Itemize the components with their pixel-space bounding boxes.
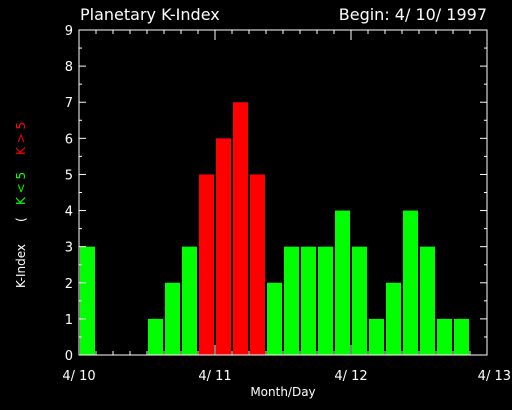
bar-6 [182,246,197,355]
ticks-group: 0 1 2 3 4 5 6 7 8 9 4/ 10 4/ 11 4/ 12 4/ 13 [62,24,511,384]
bar-0 [80,246,95,355]
x-tick-label-1: 4/ 11 [198,369,231,384]
legend-high: K > 5 [14,122,28,155]
y-tick-label-0: 0 [65,349,73,364]
bar-12 [284,246,299,355]
y-axis-legend: K-Index ( K < 5 K > 5 [14,122,28,288]
bars-group [80,102,469,355]
bar-13 [301,246,316,355]
bar-4 [148,318,163,355]
bar-16 [352,246,367,355]
bar-11 [267,282,282,355]
y-tick-label-8: 8 [65,60,73,75]
bar-19 [403,210,418,355]
x-axis-label: Month/Day [250,385,315,399]
bar-22 [454,318,469,355]
bar-7 [199,174,214,355]
legend-open-paren: ( [14,217,28,222]
bar-10 [250,174,265,355]
bar-8 [216,138,231,355]
bar-18 [386,282,401,355]
y-tick-label-6: 6 [65,132,73,147]
bar-15 [335,210,350,355]
x-tick-label-0: 4/ 10 [62,369,95,384]
y-tick-label-4: 4 [65,205,73,220]
y-axis-label: K-Index [14,244,28,288]
chart-title: Planetary K-Index [80,5,220,24]
y-tick-label-3: 3 [65,241,73,256]
bar-14 [318,246,333,355]
bar-5 [165,282,180,355]
bar-17 [369,318,384,355]
chart-subtitle: Begin: 4/ 10/ 1997 [339,5,487,24]
x-tick-label-2: 4/ 12 [334,369,367,384]
y-tick-label-2: 2 [65,277,73,292]
legend-low: K < 5 [14,172,28,205]
bar-21 [437,318,452,355]
x-tick-label-3: 4/ 13 [478,369,511,384]
bar-9 [233,102,248,355]
y-tick-label-1: 1 [65,313,73,328]
y-tick-label-9: 9 [65,24,73,39]
y-tick-label-7: 7 [65,96,73,111]
y-tick-label-5: 5 [65,168,73,183]
bar-20 [420,246,435,355]
